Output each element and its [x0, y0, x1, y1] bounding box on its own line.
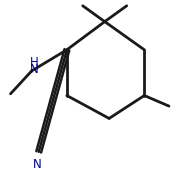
Text: N: N [33, 158, 41, 171]
Text: N: N [30, 63, 39, 76]
Text: H: H [30, 56, 39, 70]
